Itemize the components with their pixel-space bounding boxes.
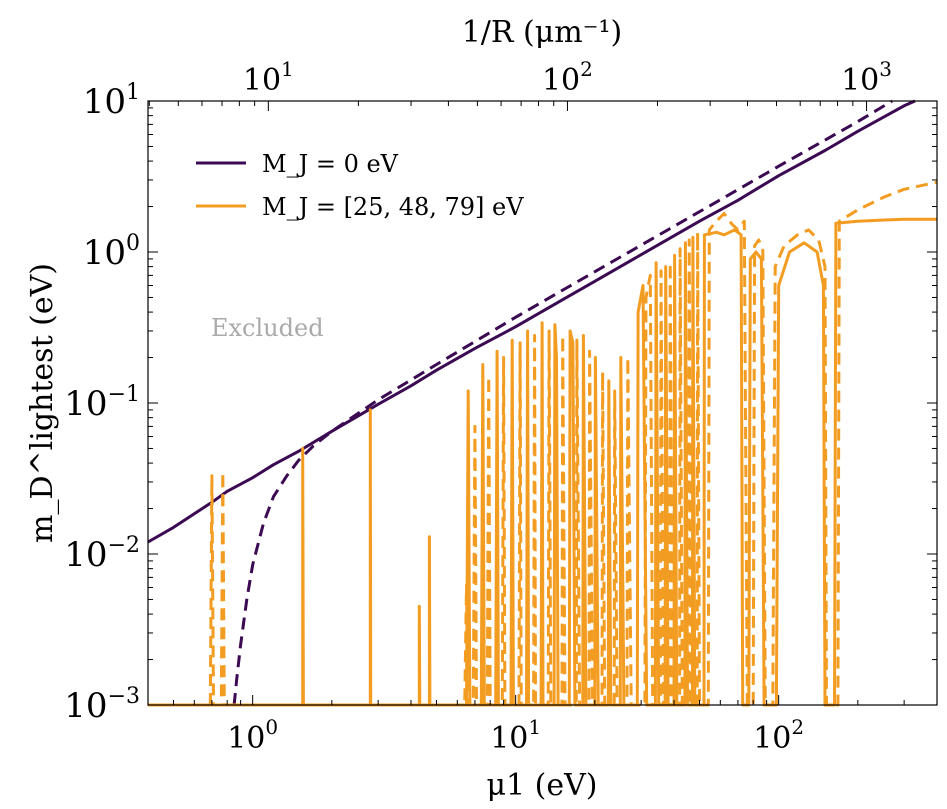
top-tick-label-0: 101: [243, 57, 294, 98]
ticks-layer: 100 101 102 101 102 103 10−3 10−2 10−1 100 101: [64, 57, 938, 756]
series-layer: [147, 99, 938, 707]
series-line-2: [148, 217, 937, 707]
legend-label-1: M_J = [25, 48, 79] eV: [262, 193, 524, 221]
legend-label-0: M_J = 0 eV: [262, 150, 399, 178]
top-axis-title: 1/R (μm⁻¹): [462, 15, 623, 50]
top-tick-label-2: 103: [841, 57, 892, 98]
series-line-1: [232, 99, 893, 706]
x-tick-label-2: 102: [753, 715, 804, 756]
y-tick-label-4: 101: [83, 80, 140, 122]
x-axis-title: μ1 (eV): [487, 768, 598, 803]
x-tick-label-1: 101: [490, 715, 541, 756]
y-tick-label-1: 10−2: [64, 533, 140, 575]
y-tick-label-0: 10−3: [64, 684, 140, 726]
y-tick-label-3: 100: [83, 231, 140, 273]
x-tick-label-0: 100: [227, 715, 278, 756]
top-tick-label-1: 102: [542, 57, 593, 98]
y-tick-label-2: 10−1: [64, 382, 140, 424]
y-axis-title: m_D^lightest (eV): [25, 263, 60, 543]
excluded-annotation: Excluded: [211, 314, 324, 342]
series-line-0: [147, 99, 916, 544]
legend: M_J = 0 eV M_J = [25, 48, 79] eV: [196, 150, 524, 221]
